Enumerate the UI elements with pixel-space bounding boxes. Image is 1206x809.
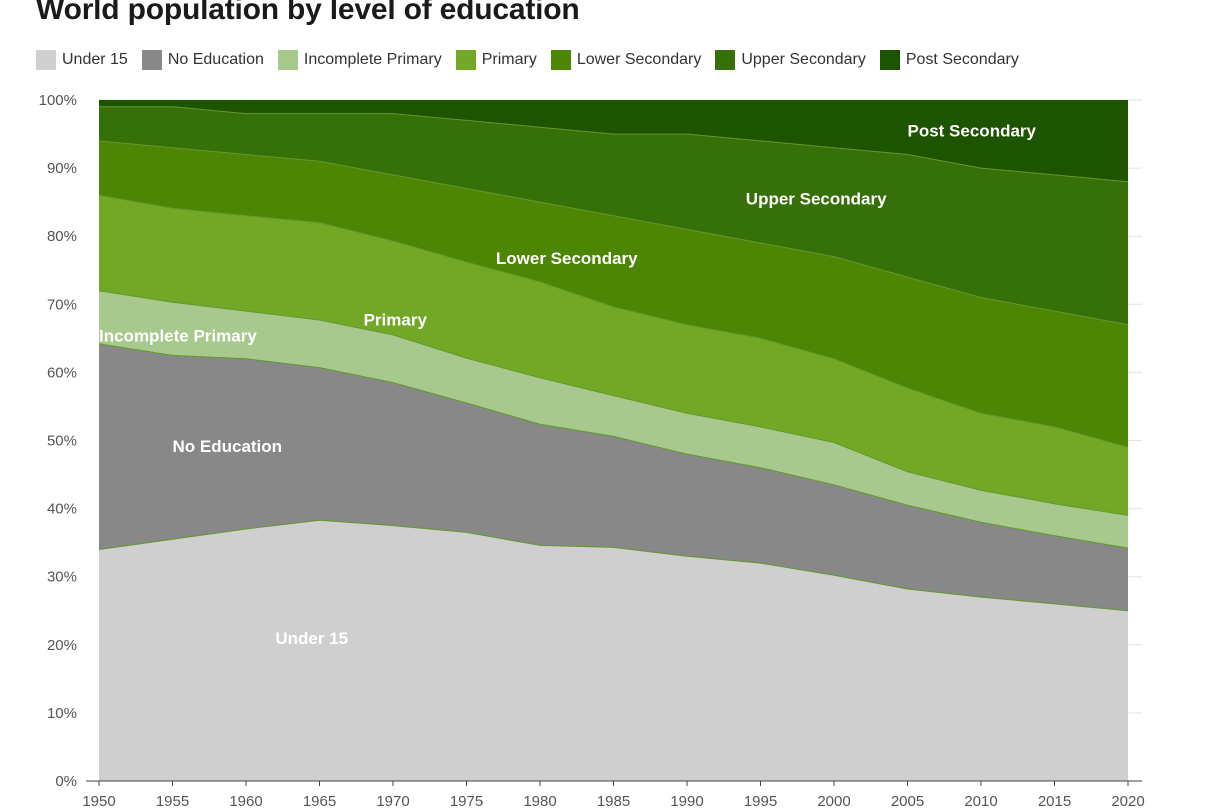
area-post-secondary [99, 100, 1128, 182]
area-lower-secondary [99, 140, 1128, 448]
x-tick-label: 2010 [964, 793, 997, 809]
x-tick-label: 1960 [229, 793, 262, 809]
legend: Under 15 No Education Incomplete Primary Pr… [36, 50, 1033, 70]
y-tick-label: 10% [47, 705, 77, 722]
area-label-primary: Primary [364, 310, 428, 329]
y-tick-label: 0% [55, 773, 77, 790]
legend-swatch [550, 50, 571, 70]
y-tick-label: 40% [47, 501, 77, 518]
legend-item-incomplete-primary: Incomplete Primary [277, 50, 442, 70]
boundary-upper-secondary [99, 106, 1129, 183]
area-label-upper-secondary: Upper Secondary [746, 190, 887, 209]
x-tick-label: 1950 [82, 793, 115, 809]
x-tick-label: 1985 [597, 793, 630, 809]
x-tick-label: 2015 [1038, 793, 1071, 809]
x-tick-label: 1970 [376, 793, 409, 809]
boundary-under-15 [98, 519, 1129, 612]
y-tick-label: 30% [47, 569, 77, 586]
y-tick-label: 70% [47, 296, 77, 313]
area-label-post-secondary: Post Secondary [908, 122, 1037, 141]
boundary-no-education [98, 343, 1129, 549]
boundary-lower-secondary [98, 140, 1129, 326]
area-label-incomplete-primary: Incomplete Primary [99, 327, 257, 346]
legend-label: Primary [481, 51, 537, 68]
y-tick-label: 20% [47, 637, 77, 654]
area-label-under-15: Under 15 [275, 629, 348, 648]
x-tick-label: 1980 [523, 793, 556, 809]
legend-swatch [455, 50, 476, 70]
y-tick-label: 80% [47, 228, 77, 245]
legend-label: Incomplete Primary [303, 51, 442, 68]
legend-item-no-education: No Education [141, 50, 264, 70]
x-tick-label: 1955 [156, 793, 189, 809]
legend-label: Upper Secondary [741, 51, 866, 68]
area-incomplete-primary [99, 290, 1128, 549]
legend-label: Under 15 [62, 51, 128, 68]
boundary-incomplete-primary [98, 290, 1129, 516]
legend-item-lower-secondary: Lower Secondary [550, 50, 702, 70]
chart-title: World population by level of education [36, 0, 580, 26]
area-label-no-education: No Education [173, 437, 283, 456]
x-tick-label: 1995 [744, 793, 777, 809]
legend-label: Post Secondary [905, 51, 1019, 68]
x-tick-label: 2000 [817, 793, 850, 809]
legend-label: Lower Secondary [576, 51, 702, 68]
legend-item-upper-secondary: Upper Secondary [715, 50, 866, 70]
legend-swatch [715, 50, 736, 70]
area-label-lower-secondary: Lower Secondary [496, 249, 638, 268]
x-tick-label: 2005 [891, 793, 924, 809]
legend-item-primary: Primary [455, 50, 537, 70]
x-tick-label: 1975 [450, 793, 483, 809]
y-tick-label: 60% [47, 364, 77, 381]
area-no-education [99, 343, 1128, 611]
x-tick-label: 1965 [303, 793, 336, 809]
legend-swatch [277, 50, 298, 70]
x-tick-label: 1990 [670, 793, 703, 809]
legend-swatch [141, 50, 162, 70]
legend-label: No Education [167, 51, 264, 68]
area-primary [99, 195, 1128, 516]
legend-item-post-secondary: Post Secondary [879, 50, 1019, 70]
legend-item-under-15: Under 15 [36, 50, 128, 70]
y-tick-label: 90% [47, 160, 77, 177]
y-tick-label: 50% [47, 433, 77, 450]
area-under-15 [99, 520, 1128, 781]
boundary-primary [98, 194, 1129, 448]
legend-swatch [36, 50, 56, 70]
x-tick-label: 2020 [1111, 793, 1144, 809]
y-tick-label: 100% [39, 92, 77, 109]
legend-swatch [879, 50, 900, 70]
